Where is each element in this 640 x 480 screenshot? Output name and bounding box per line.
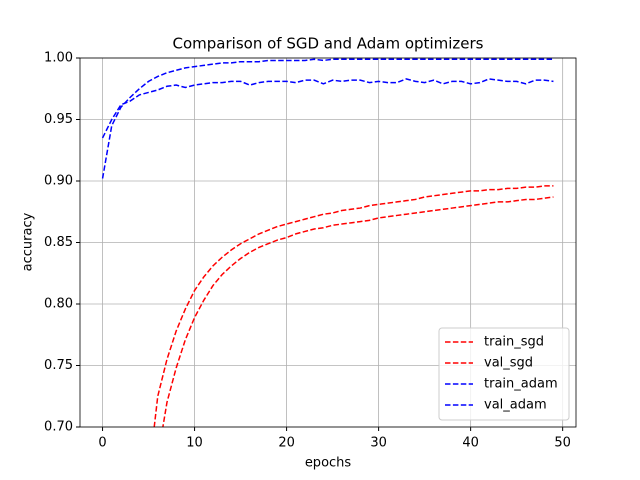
y-tick-label: 0.75 (44, 358, 73, 373)
y-tick-label: 0.95 (44, 112, 73, 127)
line (101, 78, 554, 139)
y-tick-label: 1.00 (44, 51, 73, 66)
legend-label: val_sgd (484, 356, 533, 371)
x-tick-label: 20 (278, 436, 295, 451)
line (162, 196, 554, 427)
x-tick-label: 40 (462, 436, 479, 451)
line (101, 58, 554, 179)
legend-box (438, 327, 570, 421)
x-tick-label: 10 (186, 436, 203, 451)
y-tick-label: 0.70 (44, 420, 73, 435)
y-tick-label: 0.85 (44, 235, 73, 250)
legend-label: train_sgd (484, 335, 544, 350)
y-tick-label: 0.80 (44, 297, 73, 312)
x-tick-label: 30 (370, 436, 387, 451)
plot-area (101, 58, 554, 427)
legend-label: val_adam (484, 398, 547, 413)
line (153, 185, 554, 427)
axes-frame (79, 57, 577, 428)
y-tick-label: 0.90 (44, 174, 73, 189)
legend-label: train_adam (484, 377, 558, 392)
y-axis-label: accuracy (21, 212, 36, 271)
x-tick-label: 50 (554, 436, 571, 451)
chart-title: Comparison of SGD and Adam optimizers (173, 35, 484, 53)
x-axis-label: epochs (305, 456, 352, 471)
x-tick-label: 0 (98, 436, 106, 451)
